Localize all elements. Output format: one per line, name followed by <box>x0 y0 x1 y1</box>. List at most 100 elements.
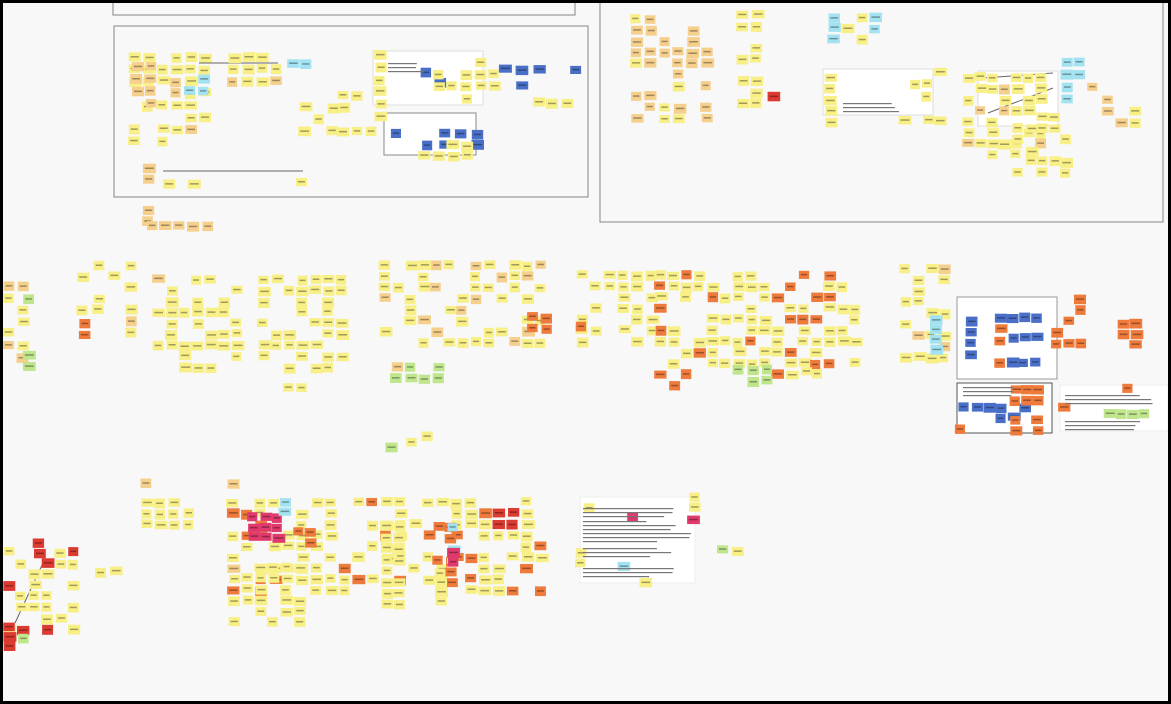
sticky-note <box>296 531 309 541</box>
sticky-text <box>633 117 642 119</box>
sticky-text <box>1023 399 1031 401</box>
sticky-text <box>407 264 417 267</box>
sticky-note <box>272 533 286 543</box>
sticky-text <box>437 591 446 593</box>
sticky-text <box>354 556 363 558</box>
sticky-note <box>435 577 447 588</box>
sticky-text <box>262 515 271 518</box>
sticky-text <box>156 502 163 504</box>
sticky-text <box>695 341 704 344</box>
sticky-text <box>144 167 154 169</box>
sticky-text <box>825 362 833 365</box>
sticky-text <box>1131 343 1140 345</box>
panel-text <box>843 103 892 105</box>
sticky-note <box>856 34 868 45</box>
sticky-note <box>823 303 837 312</box>
sticky-note <box>231 352 242 361</box>
sticky-text <box>283 565 290 568</box>
sticky-note <box>187 221 200 232</box>
sticky-text <box>273 334 281 336</box>
sticky-text <box>1131 110 1140 112</box>
sticky-note <box>771 293 785 303</box>
sticky-text <box>721 297 729 299</box>
sticky-note <box>995 324 1008 333</box>
sticky-text <box>851 319 858 321</box>
sticky-note <box>706 325 718 336</box>
sticky-text <box>282 501 289 503</box>
sticky-text <box>620 328 629 330</box>
sticky-note <box>823 281 835 291</box>
sticky-text <box>1012 388 1022 390</box>
sticky-text <box>977 109 984 111</box>
sticky-note <box>310 340 324 349</box>
sticky-note <box>1011 84 1025 94</box>
sticky-text <box>748 363 756 365</box>
sticky-note <box>498 64 512 73</box>
sticky-note <box>575 548 587 558</box>
sticky-note <box>828 23 841 32</box>
sticky-text <box>988 88 997 90</box>
sticky-note <box>418 260 431 270</box>
sticky-text <box>273 527 280 529</box>
sticky-text <box>827 121 836 124</box>
sticky-text <box>419 276 427 278</box>
sticky-text <box>858 38 866 41</box>
sticky-text <box>936 71 945 73</box>
sticky-text <box>146 89 154 92</box>
sticky-note <box>1129 340 1142 349</box>
sticky-note <box>157 76 171 85</box>
sticky-text <box>449 551 458 554</box>
panel-text <box>583 556 651 558</box>
sticky-text <box>447 570 455 573</box>
sticky-note <box>28 591 39 600</box>
sticky-note <box>654 270 667 280</box>
sticky-text <box>341 589 348 592</box>
sticky-note <box>1019 403 1031 413</box>
frame <box>599 3 1164 223</box>
sticky-note <box>750 22 762 32</box>
sticky-note <box>258 298 270 308</box>
sticky-note <box>423 530 436 540</box>
sticky-text <box>523 298 532 300</box>
sticky-note <box>420 67 432 78</box>
sticky-note <box>3 641 16 651</box>
sticky-text <box>170 513 177 515</box>
sticky-text <box>477 61 485 63</box>
sticky-text <box>674 61 681 64</box>
sticky-text <box>327 589 337 592</box>
sticky-note <box>157 124 170 133</box>
sticky-note <box>1035 94 1048 104</box>
sticky-text <box>747 308 755 310</box>
sticky-note <box>1023 128 1035 138</box>
sticky-text <box>923 95 930 98</box>
sticky-note <box>576 270 588 279</box>
sticky-note <box>492 564 506 573</box>
sticky-text <box>524 523 533 526</box>
sticky-note <box>432 70 444 80</box>
sticky-text <box>147 65 155 67</box>
sticky-text <box>656 273 665 276</box>
sticky-note <box>143 53 156 63</box>
sticky-note <box>1010 149 1021 158</box>
sticky-note <box>1017 358 1028 367</box>
sticky-text <box>269 620 276 623</box>
sticky-note <box>390 128 401 138</box>
sticky-note <box>375 99 387 109</box>
sticky-text <box>453 512 460 515</box>
sticky-note <box>824 337 836 347</box>
sticky-text <box>394 286 402 289</box>
sticky-note <box>257 318 268 327</box>
sticky-text <box>367 130 375 132</box>
sticky-text <box>522 546 530 548</box>
sticky-note <box>325 586 339 596</box>
sticky-text <box>5 625 13 628</box>
sticky-note <box>733 359 746 368</box>
sticky-text <box>536 319 544 322</box>
sticky-note <box>1012 123 1023 133</box>
sticky-note <box>28 602 40 612</box>
sticky-text <box>306 531 314 533</box>
sticky-text <box>256 511 264 514</box>
frame <box>113 25 589 198</box>
sticky-note <box>1010 106 1023 116</box>
